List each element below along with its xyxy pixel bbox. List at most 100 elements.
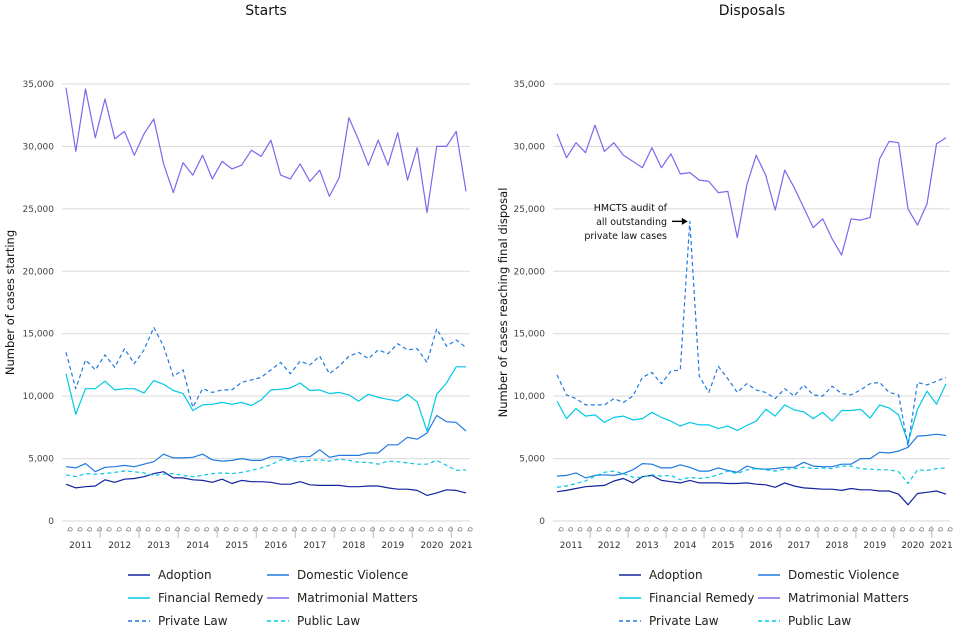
x-tick-year: 2020 bbox=[420, 541, 443, 551]
x-tick-quarter: Q bbox=[105, 527, 112, 532]
x-tick-quarter: Q bbox=[427, 527, 434, 532]
legend-label: Private Law bbox=[158, 614, 228, 628]
x-tick-quarter: Q bbox=[281, 527, 288, 532]
x-tick-year: 2018 bbox=[825, 541, 848, 551]
x-tick-quarter: Q bbox=[804, 527, 811, 532]
x-tick-quarter: Q bbox=[737, 527, 744, 532]
x-tick-quarter: Q bbox=[290, 527, 297, 532]
series-line-private-law bbox=[556, 220, 947, 447]
x-tick-quarter: Q bbox=[339, 527, 346, 532]
x-tick-year: 2017 bbox=[303, 541, 326, 551]
x-tick-quarter: Q bbox=[271, 527, 278, 532]
x-tick-quarter: Q bbox=[794, 527, 801, 532]
x-tick-quarter: Q bbox=[842, 527, 849, 532]
x-tick-quarter: Q bbox=[407, 527, 414, 532]
x-tick-quarter: Q bbox=[747, 527, 754, 532]
x-tick-year: 2021 bbox=[930, 541, 953, 551]
x-tick-year: 2011 bbox=[560, 541, 583, 551]
annotation-text: all outstanding bbox=[596, 217, 667, 228]
x-tick-quarter: Q bbox=[437, 527, 444, 532]
x-tick-year: 2021 bbox=[450, 541, 473, 551]
x-tick-quarter: Q bbox=[709, 527, 716, 532]
x-tick-quarter: Q bbox=[756, 527, 763, 532]
x-tick-quarter: Q bbox=[557, 527, 564, 532]
x-tick-quarter: Q bbox=[66, 527, 73, 532]
x-tick-quarter: Q bbox=[398, 527, 405, 532]
y-tick-label: 15,000 bbox=[514, 330, 546, 340]
y-tick-label: 5,000 bbox=[28, 455, 54, 465]
annotation-arrow-head bbox=[681, 217, 688, 225]
y-tick-label: 0 bbox=[539, 517, 545, 527]
x-tick-quarter: Q bbox=[766, 527, 773, 532]
x-tick-year: 2015 bbox=[712, 541, 735, 551]
x-tick-quarter: Q bbox=[261, 527, 268, 532]
x-tick-year: 2011 bbox=[69, 541, 92, 551]
x-tick-quarter: Q bbox=[320, 527, 327, 532]
x-tick-quarter: Q bbox=[946, 527, 953, 532]
x-tick-quarter: Q bbox=[870, 527, 877, 532]
x-tick-year: 2012 bbox=[598, 541, 621, 551]
x-tick-quarter: Q bbox=[242, 527, 249, 532]
x-tick-year: 2019 bbox=[863, 541, 886, 551]
x-tick-quarter: Q bbox=[851, 527, 858, 532]
y-tick-label: 10,000 bbox=[514, 392, 546, 402]
x-tick-year: 2014 bbox=[186, 541, 209, 551]
x-tick-quarter: Q bbox=[95, 527, 102, 532]
series-line-adoption bbox=[556, 474, 947, 506]
x-tick-year: 2018 bbox=[342, 541, 365, 551]
x-tick-quarter: Q bbox=[232, 527, 239, 532]
x-tick-quarter: Q bbox=[173, 527, 180, 532]
x-tick-quarter: Q bbox=[378, 527, 385, 532]
y-tick-label: 35,000 bbox=[514, 80, 546, 90]
x-tick-quarter: Q bbox=[183, 527, 190, 532]
series-line-private-law bbox=[65, 326, 467, 408]
series-line-domestic-violence bbox=[556, 433, 947, 479]
x-tick-year: 2013 bbox=[636, 541, 659, 551]
x-tick-quarter: Q bbox=[775, 527, 782, 532]
chart-disposals-panel: Disposals 0 5,000 10,000 15,000 20,000 25,000 3… bbox=[496, 3, 953, 628]
x-tick-quarter: Q bbox=[861, 527, 868, 532]
x-tick-quarter: Q bbox=[576, 527, 583, 532]
x-tick-quarter: Q bbox=[633, 527, 640, 532]
series-line-financial-remedy bbox=[65, 366, 466, 432]
y-tick-label: 25,000 bbox=[23, 205, 55, 215]
y-tick-label: 15,000 bbox=[23, 330, 55, 340]
chart-starts-panel: Starts 0 5,000 10,000 15,000 20,000 25,000 30,0… bbox=[3, 3, 473, 628]
x-tick-year: 2015 bbox=[225, 541, 248, 551]
x-tick-quarter: Q bbox=[251, 527, 258, 532]
legend-label: Domestic Violence bbox=[297, 568, 408, 582]
chart-title: Starts bbox=[245, 3, 287, 19]
x-tick-quarter: Q bbox=[349, 527, 356, 532]
x-tick-quarter: Q bbox=[785, 527, 792, 532]
annotation-text: private law cases bbox=[584, 231, 667, 242]
chart-title: Disposals bbox=[719, 3, 785, 19]
x-tick-quarter: Q bbox=[652, 527, 659, 532]
x-tick-quarter: Q bbox=[899, 527, 906, 532]
y-tick-label: 25,000 bbox=[514, 205, 546, 215]
x-tick-quarter: Q bbox=[456, 527, 463, 532]
x-tick-quarter: Q bbox=[164, 527, 171, 532]
x-tick-year: 2017 bbox=[787, 541, 810, 551]
x-tick-quarter: Q bbox=[937, 527, 944, 532]
legend-label: Domestic Violence bbox=[788, 568, 899, 582]
x-tick-quarter: Q bbox=[446, 527, 453, 532]
x-tick-quarter: Q bbox=[813, 527, 820, 532]
x-tick-quarter: Q bbox=[728, 527, 735, 532]
x-tick-quarter: Q bbox=[417, 527, 424, 532]
legend-label: Matrimonial Matters bbox=[788, 591, 909, 605]
y-tick-label: 10,000 bbox=[23, 392, 55, 402]
legend-label: Financial Remedy bbox=[158, 591, 263, 605]
series-line-financial-remedy bbox=[556, 383, 947, 443]
x-tick-year: 2019 bbox=[381, 541, 404, 551]
x-tick-quarter: Q bbox=[310, 527, 317, 532]
x-tick-quarter: Q bbox=[368, 527, 375, 532]
x-tick-quarter: Q bbox=[908, 527, 915, 532]
y-tick-label: 0 bbox=[48, 517, 54, 527]
y-tick-label: 5,000 bbox=[519, 455, 545, 465]
x-tick-quarter: Q bbox=[329, 527, 336, 532]
x-tick-quarter: Q bbox=[832, 527, 839, 532]
x-tick-quarter: Q bbox=[918, 527, 925, 532]
x-tick-quarter: Q bbox=[699, 527, 706, 532]
